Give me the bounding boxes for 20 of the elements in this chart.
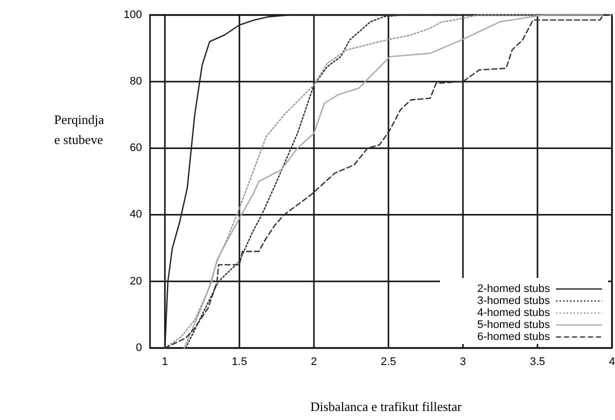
x-tick-label: 4: [608, 356, 615, 368]
y-tick-label: 20: [130, 275, 142, 288]
y-tick-label: 0: [136, 342, 142, 354]
legend-label: 4-homed stubs: [477, 306, 550, 319]
x-tick-label: 2: [310, 356, 317, 368]
y-axis-title: Perqindja e stubeve: [54, 112, 104, 147]
x-tick-label: 3: [460, 356, 466, 368]
y-tick-label: 60: [130, 142, 142, 154]
legend-label: 2-homed stubs: [477, 282, 550, 295]
y-tick-label: 80: [130, 76, 142, 88]
x-axis-title: Disbalanca e trafikut fillestar: [310, 399, 462, 414]
x-tick-label: 1.5: [232, 356, 248, 368]
y-tick-label: 100: [124, 8, 142, 21]
legend-label: 3-homed stubs: [477, 294, 550, 307]
x-tick-label: 2.5: [380, 356, 396, 368]
x-tick-label: 3.5: [530, 356, 546, 368]
x-tick-label: 1: [162, 356, 168, 368]
y-tick-label: 40: [130, 208, 142, 221]
legend-label: 5-homed stubs: [477, 318, 550, 331]
legend-label: 6-homed stubs: [477, 330, 550, 343]
